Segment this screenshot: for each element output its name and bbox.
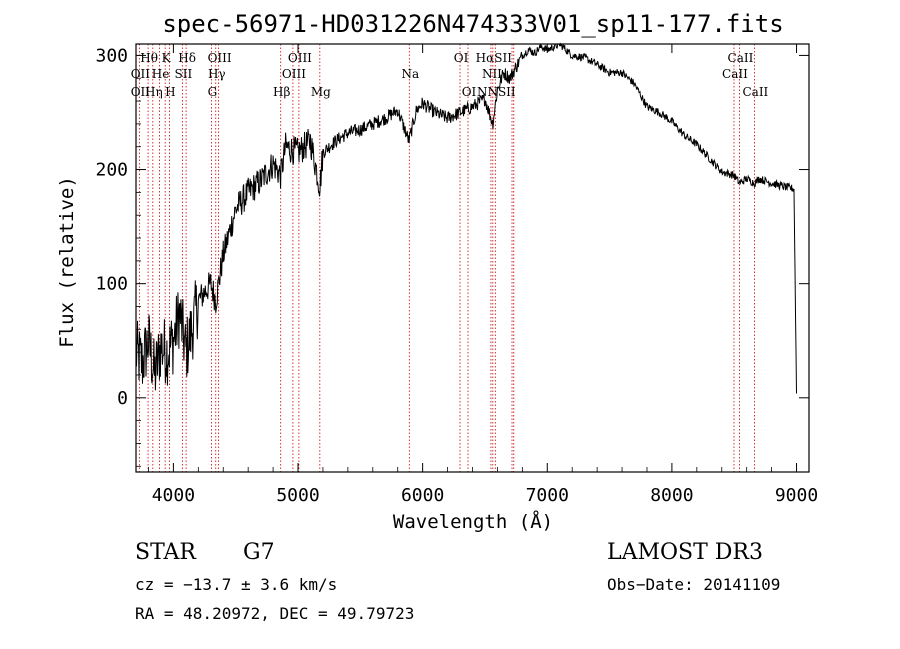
x-tick-label-8000: 8000 <box>650 485 693 506</box>
line-label-HαSII: HαSII <box>476 51 513 65</box>
y-axis-label: Flux (relative) <box>56 176 78 348</box>
chart-title: spec-56971-HD031226N474333V01_sp11-177.f… <box>162 10 783 38</box>
y-axis-ticks: 0 100 200 300 <box>95 45 809 467</box>
y-tick-label-100: 100 <box>95 274 128 295</box>
spectral-line-markers <box>138 44 755 472</box>
survey-name: LAMOST DR3 <box>607 540 763 565</box>
line-label-G: G <box>208 85 218 99</box>
line-label-OI: OI <box>454 51 469 65</box>
x-tick-label-4000: 4000 <box>152 485 195 506</box>
x-tick-label-7000: 7000 <box>526 485 569 506</box>
line-label-OI: OI <box>462 85 477 99</box>
observation-date: Obs−Date: 20141109 <box>607 575 781 594</box>
redshift-cz: cz = −13.7 ± 3.6 km/s <box>135 575 338 594</box>
line-label-H: H <box>165 85 175 99</box>
line-label-Na: Na <box>401 67 419 81</box>
x-tick-label-5000: 5000 <box>276 485 319 506</box>
line-label-Mg: Mg <box>311 85 331 99</box>
line-label-OII: OII <box>131 67 151 81</box>
x-axis-ticks: 4000 5000 6000 7000 8000 9000 <box>148 44 818 506</box>
line-label-CaII: CaII <box>722 67 748 81</box>
line-label-OIII: OIII <box>288 51 312 65</box>
y-tick-label-0: 0 <box>117 388 128 409</box>
line-label-SII: SII <box>175 67 193 81</box>
line-label-NII: NII <box>482 67 502 81</box>
y-tick-label-300: 300 <box>95 45 128 66</box>
object-subclass: G7 <box>243 540 275 565</box>
line-label-OIII: OIII <box>282 67 306 81</box>
line-label-NNSII: NNSII <box>477 85 516 99</box>
x-axis-label: Wavelength (Å) <box>393 510 553 533</box>
spectrum-chart: spec-56971-HD031226N474333V01_sp11-177.f… <box>56 10 818 533</box>
x-tick-label-9000: 9000 <box>775 485 818 506</box>
line-label-CaII: CaII <box>728 51 754 65</box>
line-label-Hθ: Hθ <box>140 51 158 65</box>
line-label-Hδ: Hδ <box>178 51 196 65</box>
line-label-OIII: OIII <box>208 51 232 65</box>
line-label-K: K <box>162 51 172 65</box>
x-tick-label-6000: 6000 <box>401 485 444 506</box>
line-label-Hβ: Hβ <box>273 85 290 99</box>
spectrum-series-line <box>135 42 797 394</box>
coordinates: RA = 48.20972, DEC = 49.79723 <box>135 604 415 623</box>
y-tick-label-200: 200 <box>95 160 128 181</box>
line-label-He: He <box>152 67 170 81</box>
line-label-CaII: CaII <box>742 85 768 99</box>
line-label-Hγ: Hγ <box>208 67 226 81</box>
object-class: STAR <box>135 540 196 565</box>
line-label-Hη: Hη <box>145 85 163 99</box>
